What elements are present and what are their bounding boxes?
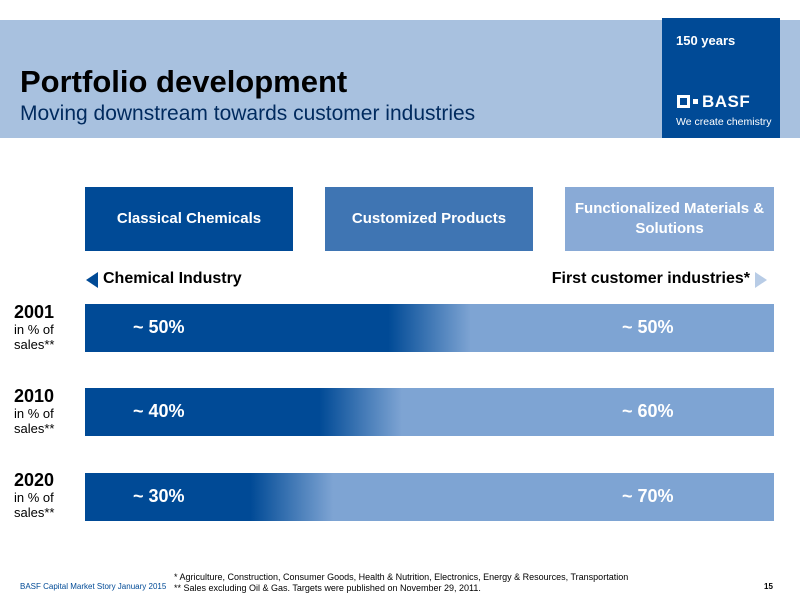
row-sub: sales** bbox=[14, 337, 55, 352]
chemical-share-value: ~ 30% bbox=[133, 486, 185, 506]
segment-customized-products: Customized Products bbox=[325, 187, 533, 251]
anniversary-label: 150 years bbox=[676, 33, 736, 48]
customer-share-value: ~ 60% bbox=[622, 401, 674, 421]
row-year: 2001 bbox=[14, 302, 55, 322]
footer-source: BASF Capital Market Story January 2015 bbox=[20, 582, 167, 591]
logo-name: BASF bbox=[702, 92, 751, 111]
direction-right-label: First customer industries* bbox=[551, 270, 750, 287]
row-sub: in % of bbox=[14, 406, 54, 421]
customer-share-value: ~ 70% bbox=[622, 486, 674, 506]
footnotes: * Agriculture, Construction, Consumer Go… bbox=[174, 572, 628, 594]
row-label-2020: 2020 in % of sales** bbox=[14, 470, 84, 520]
row-sub: in % of bbox=[14, 490, 54, 505]
page-title: Portfolio development bbox=[20, 64, 348, 99]
row-year: 2020 bbox=[14, 470, 55, 490]
arrow-right-icon bbox=[755, 272, 767, 288]
row-label-2001: 2001 in % of sales** bbox=[14, 302, 84, 352]
arrow-left-icon bbox=[86, 272, 98, 288]
basf-logo-icon bbox=[677, 95, 690, 108]
basf-logo-dot-icon bbox=[693, 99, 698, 104]
footnote-1: * Agriculture, Construction, Consumer Go… bbox=[174, 572, 629, 582]
row-sub: sales** bbox=[14, 421, 55, 436]
row-sub: in % of bbox=[14, 322, 54, 337]
segment-functionalized-materials: Functionalized Materials & Solutions bbox=[565, 187, 774, 251]
row-year: 2010 bbox=[14, 386, 55, 406]
page-number: 15 bbox=[764, 582, 773, 591]
segment-label: Customized Products bbox=[351, 210, 507, 227]
share-bar: ~ 40% ~ 60% bbox=[85, 388, 774, 436]
customer-share-value: ~ 50% bbox=[622, 317, 674, 337]
segment-label: Functionalized Materials & Solutions bbox=[574, 200, 765, 237]
chemical-share-value: ~ 50% bbox=[133, 317, 185, 337]
share-bar: ~ 30% ~ 70% bbox=[85, 473, 774, 521]
row-label-2010: 2010 in % of sales** bbox=[14, 386, 84, 436]
segment-label: Classical Chemicals bbox=[116, 210, 262, 227]
segment-classical-chemicals: Classical Chemicals bbox=[85, 187, 293, 251]
share-bar: ~ 50% ~ 50% bbox=[85, 304, 774, 352]
footnote-2: ** Sales excluding Oil & Gas. Targets we… bbox=[174, 583, 481, 593]
row-sub: sales** bbox=[14, 505, 55, 520]
logo-tagline: We create chemistry bbox=[676, 116, 772, 128]
chemical-share-value: ~ 40% bbox=[133, 401, 185, 421]
page-subtitle: Moving downstream towards customer indus… bbox=[20, 102, 476, 125]
basf-logo-box: 150 years BASF We create chemistry bbox=[662, 18, 780, 138]
direction-left-label: Chemical Industry bbox=[103, 270, 242, 287]
